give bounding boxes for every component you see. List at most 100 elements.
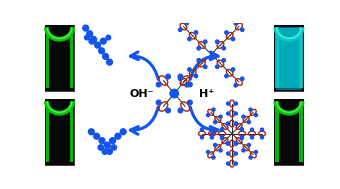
Circle shape: [115, 133, 121, 139]
Bar: [70, 28, 73, 88]
Circle shape: [242, 149, 245, 152]
Text: H⁺: H⁺: [199, 88, 214, 98]
Bar: [46, 28, 49, 88]
Circle shape: [260, 128, 264, 131]
Circle shape: [225, 74, 228, 78]
Bar: [299, 28, 303, 88]
Circle shape: [210, 128, 214, 131]
Circle shape: [240, 136, 243, 139]
Circle shape: [102, 149, 107, 154]
Circle shape: [178, 28, 182, 31]
Circle shape: [220, 136, 223, 139]
Circle shape: [194, 74, 198, 78]
Circle shape: [178, 74, 183, 79]
Circle shape: [254, 150, 257, 154]
Circle shape: [200, 128, 204, 131]
Circle shape: [156, 82, 161, 87]
Bar: [277, 28, 301, 88]
Circle shape: [226, 142, 229, 145]
Bar: [276, 26, 302, 90]
Circle shape: [214, 121, 217, 124]
Circle shape: [219, 115, 222, 118]
Circle shape: [235, 142, 238, 145]
Circle shape: [99, 48, 104, 54]
Circle shape: [98, 145, 103, 150]
Bar: [45, 25, 74, 92]
Circle shape: [88, 129, 94, 135]
Circle shape: [188, 68, 191, 71]
Circle shape: [197, 46, 200, 50]
Circle shape: [251, 136, 254, 139]
Circle shape: [234, 102, 237, 105]
Circle shape: [194, 31, 198, 34]
Circle shape: [188, 82, 192, 87]
Circle shape: [226, 122, 229, 125]
Circle shape: [111, 145, 117, 150]
Circle shape: [226, 152, 230, 155]
Bar: [275, 28, 279, 88]
Bar: [274, 98, 304, 166]
Circle shape: [226, 162, 230, 165]
Circle shape: [216, 40, 219, 43]
Circle shape: [234, 142, 237, 145]
Bar: [45, 98, 74, 166]
Circle shape: [188, 100, 192, 105]
Circle shape: [185, 22, 188, 25]
Circle shape: [212, 156, 215, 159]
Circle shape: [220, 128, 223, 131]
Circle shape: [91, 36, 97, 42]
Circle shape: [212, 108, 215, 111]
Bar: [274, 99, 304, 165]
Circle shape: [210, 136, 214, 139]
Circle shape: [85, 35, 89, 40]
Circle shape: [240, 128, 243, 131]
Circle shape: [178, 77, 182, 81]
Circle shape: [214, 143, 217, 146]
Circle shape: [95, 42, 101, 48]
Circle shape: [87, 31, 92, 37]
Circle shape: [107, 149, 112, 154]
Circle shape: [204, 40, 207, 43]
Circle shape: [104, 142, 110, 148]
Circle shape: [188, 37, 191, 41]
Circle shape: [109, 138, 116, 144]
Bar: [274, 25, 304, 91]
Circle shape: [240, 136, 243, 139]
Circle shape: [178, 108, 183, 113]
Circle shape: [226, 102, 230, 105]
Bar: [275, 102, 279, 162]
Circle shape: [249, 156, 252, 159]
Circle shape: [185, 84, 188, 87]
Circle shape: [234, 162, 237, 165]
Circle shape: [89, 38, 95, 44]
Bar: [274, 25, 304, 92]
Bar: [46, 102, 49, 162]
Text: OH⁻: OH⁻: [130, 88, 154, 98]
Bar: [45, 99, 74, 165]
Circle shape: [242, 115, 245, 118]
Circle shape: [107, 59, 113, 65]
Circle shape: [206, 150, 209, 154]
Circle shape: [94, 133, 100, 139]
Circle shape: [221, 128, 224, 131]
Circle shape: [234, 84, 237, 87]
Circle shape: [226, 122, 230, 125]
Circle shape: [219, 149, 222, 152]
Bar: [70, 102, 73, 162]
Circle shape: [103, 53, 108, 59]
Circle shape: [247, 143, 251, 146]
Circle shape: [241, 28, 244, 31]
Circle shape: [251, 128, 254, 131]
Circle shape: [241, 77, 244, 81]
Circle shape: [225, 31, 228, 34]
Circle shape: [231, 37, 235, 41]
Circle shape: [106, 35, 110, 40]
Circle shape: [206, 114, 209, 117]
Circle shape: [226, 142, 230, 145]
Bar: [299, 102, 303, 162]
Circle shape: [234, 152, 237, 155]
Circle shape: [254, 114, 257, 117]
Circle shape: [200, 136, 204, 139]
Circle shape: [156, 100, 161, 105]
Circle shape: [222, 59, 225, 62]
